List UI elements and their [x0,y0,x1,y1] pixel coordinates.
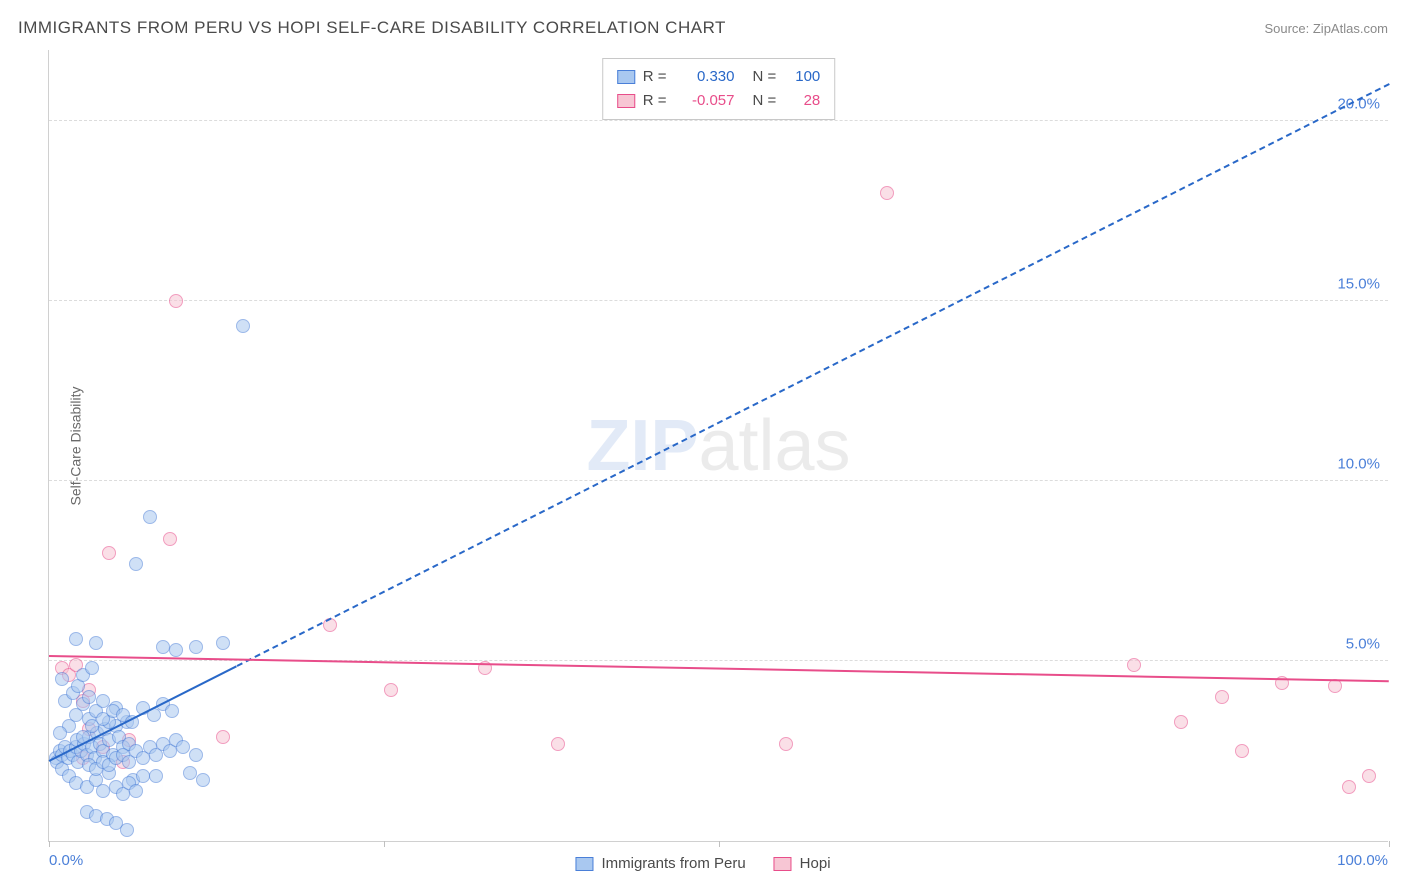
watermark-part1: ZIP [586,406,698,486]
data-point-hopi [880,186,894,200]
watermark: ZIPatlas [586,405,850,487]
gridline [49,300,1388,301]
correlation-legend: R = 0.330 N = 100 R = -0.057 N = 28 [602,58,836,120]
legend-r-label: R = [643,65,667,89]
data-point-peru [169,643,183,657]
data-point-peru [143,510,157,524]
data-point-peru [156,640,170,654]
data-point-hopi [1362,769,1376,783]
data-point-peru [196,773,210,787]
legend-series-label: Immigrants from Peru [601,855,745,872]
watermark-part2: atlas [698,406,850,486]
legend-swatch [617,94,635,108]
data-point-peru [69,632,83,646]
data-point-hopi [1127,658,1141,672]
data-point-hopi [384,683,398,697]
data-point-peru [136,769,150,783]
legend-r-label: R = [643,89,667,113]
data-point-peru [165,704,179,718]
x-tick-label: 100.0% [1337,852,1388,869]
x-tick [384,841,385,847]
x-tick-label: 0.0% [49,852,83,869]
legend-stat-row: R = 0.330 N = 100 [617,65,821,89]
data-point-peru [89,636,103,650]
data-point-hopi [216,730,230,744]
gridline [49,120,1388,121]
legend-swatch [575,857,593,871]
legend-series-label: Hopi [800,855,831,872]
y-tick-label: 15.0% [1337,276,1380,293]
data-point-peru [53,726,67,740]
data-point-peru [82,690,96,704]
x-tick [49,841,50,847]
plot-region: ZIPatlas R = 0.330 N = 100 R = -0.057 N = 28 5.… [48,50,1388,842]
data-point-hopi [779,737,793,751]
data-point-peru [85,661,99,675]
data-point-peru [129,557,143,571]
data-point-peru [176,740,190,754]
data-point-hopi [102,546,116,560]
data-point-peru [189,748,203,762]
x-tick [1389,841,1390,847]
data-point-peru [236,319,250,333]
legend-series-item: Hopi [774,855,831,872]
data-point-peru [216,636,230,650]
data-point-peru [55,672,69,686]
y-tick-label: 10.0% [1337,456,1380,473]
data-point-hopi [551,737,565,751]
data-point-hopi [1174,715,1188,729]
legend-n-value: 100 [784,65,820,89]
legend-r-value: -0.057 [675,89,735,113]
y-tick-label: 5.0% [1346,636,1380,653]
legend-r-value: 0.330 [675,65,735,89]
legend-swatch [617,70,635,84]
data-point-peru [189,640,203,654]
source-label: Source: ZipAtlas.com [1264,21,1388,36]
legend-stat-row: R = -0.057 N = 28 [617,89,821,113]
series-legend: Immigrants from Peru Hopi [575,855,830,872]
chart-area: Self-Care Disability ZIPatlas R =0.330N … [48,50,1388,842]
data-point-hopi [163,532,177,546]
data-point-peru [120,823,134,837]
gridline [49,480,1388,481]
data-point-peru [96,784,110,798]
data-point-hopi [1235,744,1249,758]
x-tick [719,841,720,847]
data-point-hopi [1342,780,1356,794]
chart-title: IMMIGRANTS FROM PERU VS HOPI SELF-CARE D… [18,18,726,38]
data-point-peru [129,784,143,798]
legend-series-item: Immigrants from Peru [575,855,745,872]
data-point-hopi [169,294,183,308]
data-point-peru [149,769,163,783]
trend-line [236,83,1389,667]
legend-n-label: N = [753,89,777,113]
data-point-peru [183,766,197,780]
legend-swatch [774,857,792,871]
legend-n-value: 28 [784,89,820,113]
legend-n-label: N = [753,65,777,89]
data-point-hopi [1215,690,1229,704]
